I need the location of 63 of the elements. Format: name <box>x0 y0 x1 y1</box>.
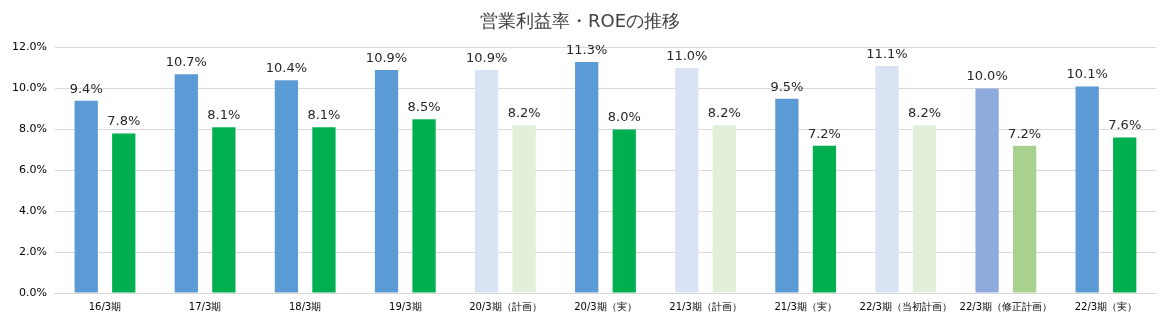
x-tick-label: 20/3期（実） <box>574 300 637 312</box>
data-label: 8.1% <box>207 107 241 123</box>
bar <box>1012 145 1037 293</box>
bar <box>312 127 336 293</box>
bar <box>775 98 799 293</box>
data-label: 7.2% <box>807 125 841 141</box>
bar <box>112 133 136 293</box>
bar <box>474 70 499 293</box>
bar <box>412 119 436 293</box>
y-tick-label: 10.0% <box>11 81 47 95</box>
bar <box>274 80 299 293</box>
bar <box>1075 86 1099 293</box>
y-tick-label: 4.0% <box>18 204 47 218</box>
x-tick-label: 21/3期（計画） <box>669 300 742 312</box>
data-label: 10.0% <box>966 68 1008 84</box>
bar <box>912 125 937 293</box>
data-label: 11.0% <box>666 47 708 63</box>
bar <box>374 70 399 293</box>
chart-title: 営業利益率・ROEの推移 <box>479 10 681 32</box>
x-tick-label: 22/3期（実） <box>1074 300 1138 312</box>
data-label: 8.1% <box>307 107 341 123</box>
bar <box>875 66 899 293</box>
bar <box>975 88 999 293</box>
data-label: 9.4% <box>69 80 103 96</box>
data-label: 8.0% <box>607 109 641 125</box>
data-label: 7.2% <box>1008 125 1042 141</box>
y-tick-label: 6.0% <box>18 163 47 177</box>
y-tick-label: 12.0% <box>11 40 47 54</box>
data-label: 8.5% <box>407 99 441 115</box>
bar <box>512 125 536 293</box>
bar <box>575 61 599 293</box>
data-label: 10.9% <box>465 49 508 65</box>
bar <box>812 145 837 293</box>
x-tick-label: 17/3期 <box>188 300 222 312</box>
data-label: 9.5% <box>770 78 804 94</box>
data-label: 10.7% <box>165 54 207 70</box>
x-tick-label: 22/3期（修正計画） <box>959 300 1053 312</box>
x-tick-label: 16/3期 <box>88 300 122 312</box>
bar <box>74 100 98 293</box>
data-label: 7.8% <box>107 113 141 129</box>
x-tick-label: 22/3期（当初計画） <box>859 300 952 312</box>
bar <box>1113 137 1137 293</box>
data-label: 8.2% <box>707 105 741 121</box>
data-label: 10.1% <box>1066 66 1108 82</box>
bar <box>212 127 236 293</box>
bar <box>174 74 198 293</box>
data-label: 10.4% <box>265 60 308 76</box>
data-label: 10.9% <box>365 49 408 65</box>
bar <box>612 129 636 293</box>
data-label: 11.1% <box>866 45 908 61</box>
data-label: 8.2% <box>507 105 541 121</box>
x-tick-label: 20/3期（計画） <box>469 300 542 312</box>
y-tick-label: 0.0% <box>18 285 47 299</box>
bar <box>712 125 736 293</box>
y-tick-label: 2.0% <box>18 244 47 258</box>
y-tick-label: 8.0% <box>18 122 47 136</box>
x-tick-label: 19/3期 <box>389 300 422 312</box>
bar <box>675 68 699 293</box>
x-tick-label: 18/3期 <box>288 300 322 312</box>
data-label: 8.2% <box>908 105 942 121</box>
data-label: 11.3% <box>566 41 608 57</box>
x-tick-label: 21/3期（実） <box>774 300 837 312</box>
data-label: 7.6% <box>1108 117 1142 133</box>
